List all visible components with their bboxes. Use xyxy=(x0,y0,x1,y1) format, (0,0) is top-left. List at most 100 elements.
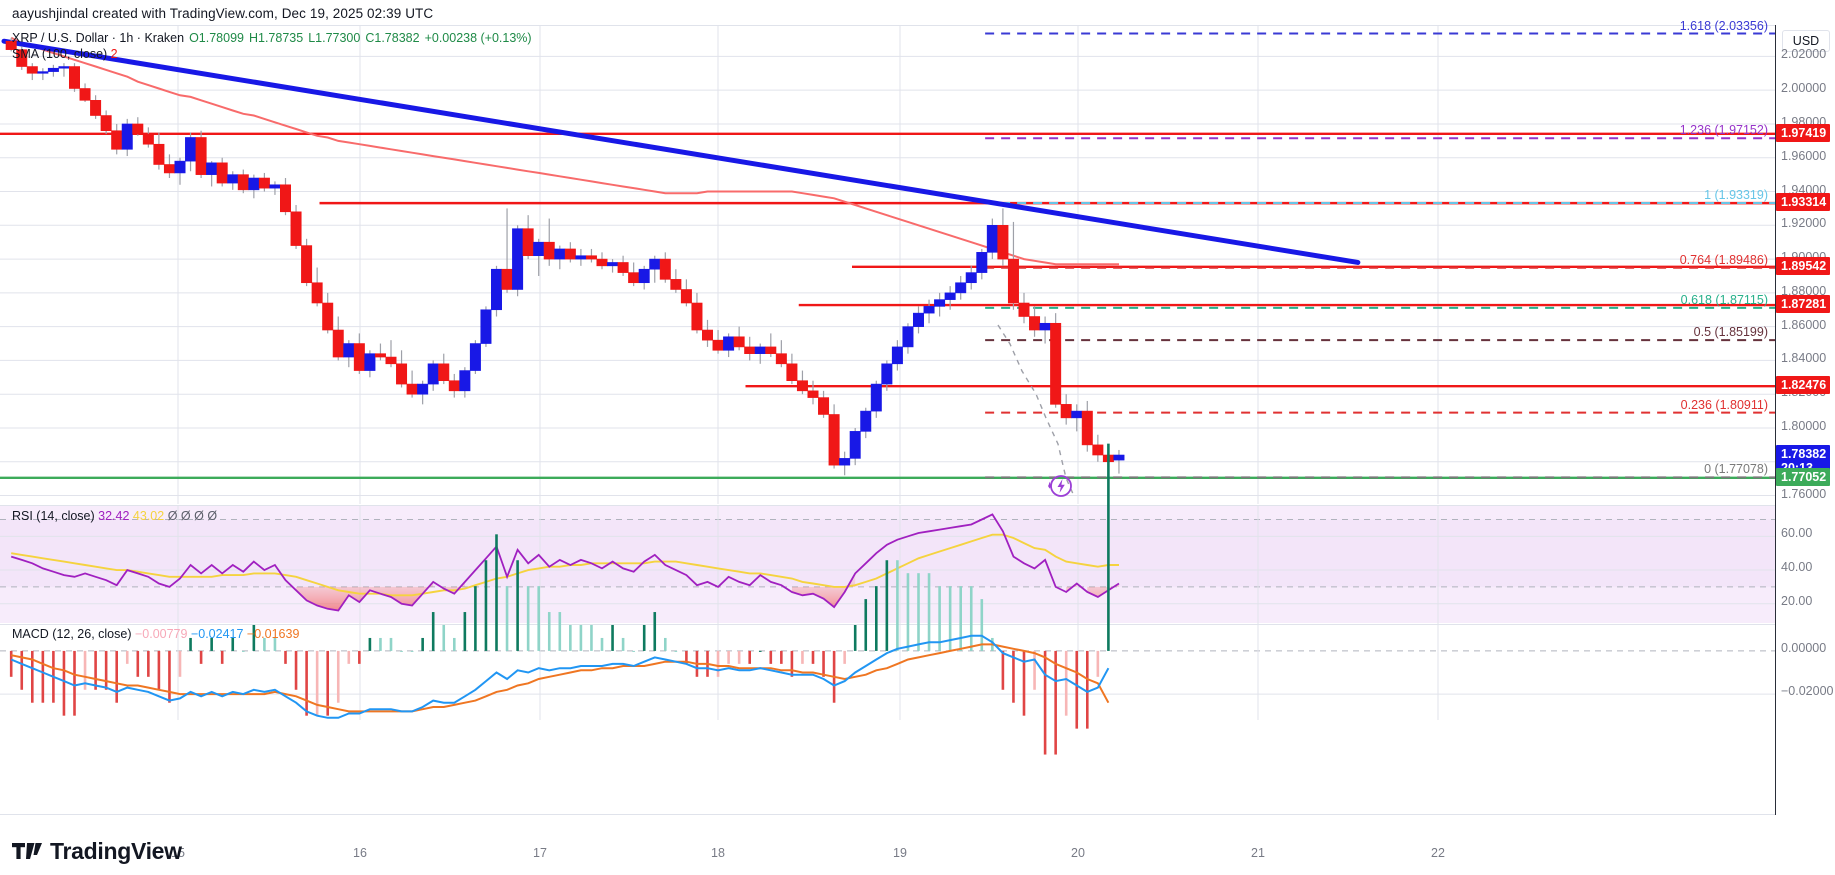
macd-legend[interactable]: MACD (12, 26, close) −0.00779 −0.02417 −… xyxy=(12,627,299,641)
macd-histogram-bar xyxy=(474,586,477,651)
macd-histogram-bar xyxy=(125,650,129,664)
macd-histogram-bar xyxy=(20,650,24,690)
candle-body xyxy=(976,252,988,273)
macd-histogram-bar xyxy=(178,650,182,677)
candle-body xyxy=(185,137,197,162)
candle-body xyxy=(765,346,777,354)
macd-histogram-bar xyxy=(822,650,825,677)
candle-body xyxy=(5,40,17,50)
symbol-legend[interactable]: XRP / U.S. Dollar · 1h · Kraken O1.78099 H… xyxy=(12,31,532,45)
open-value: O1.78099 xyxy=(189,31,244,45)
macd-histogram-bar xyxy=(1022,650,1026,716)
macd-histogram-bar xyxy=(168,650,171,703)
rsi-label: RSI (14, close) xyxy=(12,509,95,523)
candle-body xyxy=(332,329,344,358)
candle-body xyxy=(469,343,481,371)
macd-histogram-bar xyxy=(621,637,625,651)
candle-body xyxy=(206,162,218,175)
candle-body xyxy=(522,228,534,257)
macd-histogram-bar xyxy=(453,637,456,651)
price-axis[interactable]: USD 2.02000 2.00000 1.98000 1.96000 1.94000 1… xyxy=(1775,25,1835,815)
macd-histogram-bar xyxy=(62,650,66,716)
rsi-value: 32.42 xyxy=(98,509,130,523)
macd-histogram-bar xyxy=(463,612,467,651)
price-axis-tick: 2.02000 xyxy=(1781,47,1827,62)
macd-signal-value: −0.01639 xyxy=(246,627,300,641)
candle-body xyxy=(860,410,872,432)
macd-histogram-bar xyxy=(294,650,298,690)
macd-histogram-bar xyxy=(1033,650,1036,690)
lightning-bolt-icon[interactable] xyxy=(1042,472,1073,500)
candle-body xyxy=(849,431,861,459)
fib-level-label: 0.764 (1.89486) xyxy=(1679,252,1768,267)
candle-body xyxy=(417,383,429,395)
macd-axis-tick: 0.00000 xyxy=(1781,640,1827,655)
candle-body xyxy=(1081,410,1093,446)
candle-body xyxy=(638,268,650,284)
macd-histogram-bar xyxy=(611,625,614,651)
price-axis-tick: 1.94000 xyxy=(1781,182,1827,197)
candle-body xyxy=(111,130,123,150)
macd-histogram-bar xyxy=(906,573,910,651)
candle-body xyxy=(680,289,692,304)
ai-lightning-badge[interactable] xyxy=(1042,472,1073,505)
rsi-legend[interactable]: RSI (14, close) 32.42 43.02 Ø Ø Ø Ø xyxy=(12,509,217,523)
candle-body xyxy=(69,66,81,89)
rsi-line xyxy=(10,513,1120,612)
candle-body xyxy=(322,302,334,331)
candle-body xyxy=(712,339,724,351)
currency-badge[interactable]: USD xyxy=(1782,30,1830,52)
price-axis-badge: 1.89542 xyxy=(1776,256,1831,275)
candle-body xyxy=(16,49,28,67)
candle-body xyxy=(37,71,49,74)
candle-body xyxy=(490,268,502,311)
candle-body xyxy=(290,211,302,246)
macd-histogram-bar xyxy=(811,650,815,664)
candle-body xyxy=(343,343,355,358)
fib-level-label: 0.5 (1.85199) xyxy=(1693,325,1768,340)
chart-frame[interactable]: 1.618 (2.03356) 1.236 (1.97152) 1 (1.93319… xyxy=(0,19,1775,871)
sma-legend[interactable]: SMA (100, close) 2 xyxy=(12,47,118,61)
candle-body xyxy=(174,160,186,174)
rsi-series-layer xyxy=(0,506,1775,624)
macd-histogram-bar xyxy=(147,650,150,677)
macd-histogram-bar xyxy=(157,650,161,690)
macd-histogram-bar xyxy=(358,650,361,664)
price-axis-tick: 1.84000 xyxy=(1781,351,1827,366)
price-series-layer xyxy=(0,26,1775,504)
price-axis-tick: 1.86000 xyxy=(1781,317,1827,332)
price-axis-tick: 1.88000 xyxy=(1781,283,1827,298)
rsi-pane[interactable] xyxy=(0,505,1775,624)
candle-body xyxy=(385,356,397,365)
candle-body xyxy=(480,309,492,344)
candle-body xyxy=(986,225,998,253)
macd-histogram-bar xyxy=(537,586,540,651)
macd-histogram-bar xyxy=(843,650,846,664)
macd-histogram-bar xyxy=(790,650,794,677)
time-axis[interactable]: 15 16 17 18 19 20 21 22 xyxy=(0,841,1775,871)
candle-body xyxy=(1113,454,1125,461)
macd-histogram-bar xyxy=(526,586,530,651)
candle-body xyxy=(448,380,460,392)
macd-pane[interactable] xyxy=(0,443,1775,755)
price-axis-tick: 1.80000 xyxy=(1781,418,1827,433)
candle-body xyxy=(58,66,70,69)
candle-body xyxy=(1039,322,1051,331)
candle-body xyxy=(216,162,228,184)
macd-histogram-bar xyxy=(31,650,34,703)
macd-histogram-bar xyxy=(853,625,857,651)
sma-label: SMA (100, close) xyxy=(12,47,108,61)
candle-body xyxy=(227,174,239,184)
macd-hist-value: −0.00779 xyxy=(134,627,188,641)
candle-body xyxy=(796,380,808,392)
rsi-axis-tick: 20.00 xyxy=(1781,593,1813,608)
rsi-ma-value: 43.02 xyxy=(132,509,165,523)
macd-histogram-bar xyxy=(1064,650,1068,716)
macd-histogram-bar xyxy=(917,573,920,651)
macd-histogram-bar xyxy=(315,650,319,716)
candle-body xyxy=(279,184,291,213)
price-pane[interactable] xyxy=(0,26,1775,504)
candle-body xyxy=(533,241,545,257)
macd-series-layer xyxy=(0,443,1775,755)
